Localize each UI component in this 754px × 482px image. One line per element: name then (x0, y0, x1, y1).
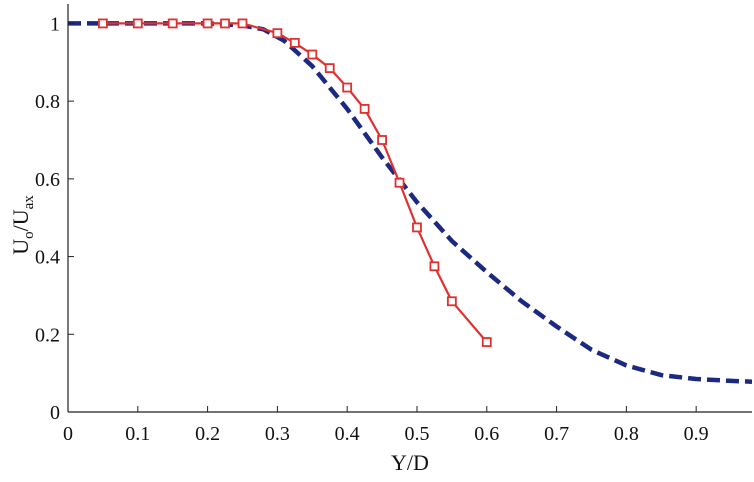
x-axis-label: Y/D (391, 450, 429, 475)
y-tick-label: 0.4 (35, 247, 60, 269)
x-tick-label: 0.5 (404, 423, 429, 445)
x-tick-label: 0.8 (614, 423, 639, 445)
series-marker-line (102, 22, 488, 343)
data-point-marker (202, 18, 213, 29)
data-point-marker (412, 222, 422, 233)
data-point-marker (97, 18, 108, 29)
y-tick-label: 0.6 (35, 169, 60, 191)
data-point-marker (272, 28, 283, 39)
data-point-marker (237, 18, 248, 29)
x-tick-label: 0.1 (125, 423, 150, 445)
y-axis-label-sub2: ax (21, 195, 37, 210)
data-point-marker (132, 18, 143, 29)
data-point-marker (394, 177, 405, 188)
y-tick-label: 0 (50, 402, 60, 424)
data-point-marker (429, 261, 440, 272)
y-axis-label-sub1: o (21, 231, 37, 239)
y-axis-label: Uo/Uax (8, 195, 37, 255)
plot-area (68, 18, 753, 384)
y-tick-label: 0.8 (35, 91, 60, 113)
x-tick-label: 0.4 (335, 423, 360, 445)
y-tick-label: 0.2 (35, 324, 60, 346)
x-tick-label: 0.2 (195, 423, 220, 445)
x-tick-label: 0 (63, 423, 73, 445)
data-point-marker (220, 18, 230, 29)
data-point-marker (377, 135, 387, 145)
x-tick-label: 0.3 (265, 423, 290, 445)
y-axis-label-slash: /U (8, 209, 33, 231)
data-point-marker (359, 104, 370, 114)
data-point-marker (289, 37, 300, 48)
y-axis-label-base: U (8, 239, 33, 255)
axes: 0 0.1 0.2 0.3 0.4 0.5 0.6 0.7 0.8 0.9 0 0.2 0.4 0.6 0.… (35, 4, 752, 445)
data-point-marker (307, 49, 318, 60)
data-point-marker (446, 296, 457, 307)
x-tick-label: 0.9 (684, 423, 709, 445)
data-point-marker (342, 82, 353, 93)
data-point-marker (167, 18, 178, 29)
x-tick-label: 0.6 (474, 423, 499, 445)
data-point-marker (481, 337, 492, 347)
data-point-marker (324, 63, 335, 74)
x-tick-label: 0.7 (544, 423, 569, 445)
y-tick-label: 1 (50, 13, 60, 35)
